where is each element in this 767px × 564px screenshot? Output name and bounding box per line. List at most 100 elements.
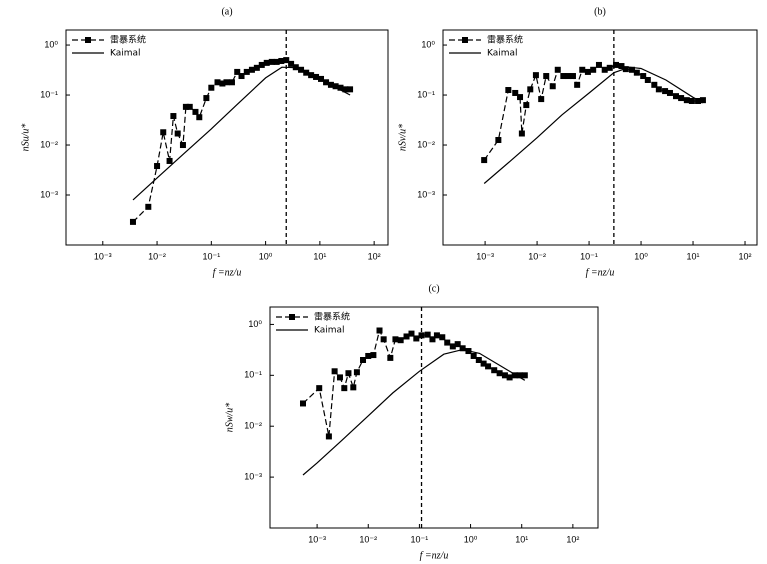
data-point xyxy=(341,385,348,392)
y-tick-label: 10⁻² xyxy=(244,421,262,431)
data-point xyxy=(288,60,295,67)
data-point xyxy=(495,137,502,144)
data-point xyxy=(283,57,290,64)
x-tick-label: 10² xyxy=(368,251,381,261)
data-point xyxy=(560,73,567,80)
data-point xyxy=(527,86,534,93)
y-tick-label: 10⁰ xyxy=(44,39,58,49)
data-point xyxy=(480,360,487,367)
data-point xyxy=(699,97,706,104)
data-point xyxy=(518,130,525,137)
data-point xyxy=(234,68,241,75)
data-point xyxy=(179,142,186,149)
data-point xyxy=(397,337,404,344)
data-point xyxy=(644,76,651,83)
legend-label: Kaimal xyxy=(314,326,345,336)
data-point xyxy=(248,66,255,73)
data-point xyxy=(633,69,640,76)
data-point xyxy=(186,103,193,110)
data-point xyxy=(485,363,492,370)
data-point xyxy=(403,333,410,340)
data-point xyxy=(532,72,539,79)
data-point xyxy=(258,61,265,68)
data-point xyxy=(347,86,354,93)
data-point xyxy=(332,83,339,90)
data-point xyxy=(516,372,523,379)
data-point xyxy=(629,66,636,73)
x-tick-label: 10⁰ xyxy=(259,251,273,261)
data-point xyxy=(303,69,310,76)
data-point xyxy=(565,73,572,80)
data-point xyxy=(454,341,461,348)
data-point xyxy=(433,332,440,339)
y-axis-label: nSv/u* xyxy=(397,124,408,151)
y-tick-label: 10⁰ xyxy=(248,319,262,329)
data-point xyxy=(387,354,394,361)
data-point xyxy=(662,88,669,95)
x-tick-label: 10⁻² xyxy=(528,251,546,261)
data-point xyxy=(145,203,152,210)
data-point xyxy=(554,66,561,73)
data-point xyxy=(413,335,420,342)
data-point xyxy=(278,57,285,64)
chart-title: (c) xyxy=(428,283,439,294)
data-point xyxy=(655,86,662,93)
data-point xyxy=(380,336,387,343)
x-tick-label: 10⁻¹ xyxy=(580,251,598,261)
x-tick-label: 10⁻² xyxy=(148,251,166,261)
data-point xyxy=(640,73,647,80)
data-point xyxy=(543,73,550,80)
y-tick-label: 10⁰ xyxy=(421,39,435,49)
data-point xyxy=(496,370,503,377)
data-point xyxy=(376,327,383,334)
data-point xyxy=(408,330,415,337)
y-tick-label: 10⁻² xyxy=(417,139,435,149)
data-point xyxy=(678,95,685,102)
legend-label: Kaimal xyxy=(487,49,518,59)
data-point xyxy=(370,352,377,359)
x-tick-label: 10¹ xyxy=(515,534,528,544)
legend-marker xyxy=(85,37,91,43)
x-tick-label: 10⁻² xyxy=(359,534,377,544)
x-tick-label: 10² xyxy=(566,534,579,544)
data-point xyxy=(424,331,431,338)
data-point xyxy=(203,95,210,102)
data-point xyxy=(299,400,306,407)
data-point xyxy=(590,66,597,73)
data-point xyxy=(273,58,280,65)
data-point xyxy=(506,374,513,381)
data-point xyxy=(688,97,695,104)
data-point xyxy=(523,102,530,109)
data-point xyxy=(263,59,270,66)
data-point xyxy=(342,86,349,93)
data-point xyxy=(365,352,372,359)
x-tick-label: 10⁰ xyxy=(464,534,478,544)
legend-marker xyxy=(289,314,295,320)
data-point xyxy=(444,339,451,346)
data-point xyxy=(512,89,519,96)
data-point xyxy=(337,84,344,91)
chart-title: (a) xyxy=(221,6,232,17)
legend-marker xyxy=(462,37,468,43)
data-point xyxy=(316,385,323,392)
data-point xyxy=(325,433,332,440)
y-tick-label: 10⁻¹ xyxy=(244,370,262,380)
data-point xyxy=(192,108,199,115)
x-axis-label: f =nz/u xyxy=(213,267,242,278)
plot-frame xyxy=(65,29,389,246)
plot-frame xyxy=(442,29,758,246)
x-tick-label: 10⁰ xyxy=(634,251,648,261)
data-point xyxy=(308,72,315,79)
x-tick-label: 10⁻¹ xyxy=(411,534,429,544)
data-point xyxy=(481,157,488,164)
data-point xyxy=(511,372,518,379)
data-point xyxy=(219,80,226,87)
data-point xyxy=(595,61,602,68)
y-tick-label: 10⁻¹ xyxy=(417,89,435,99)
data-point xyxy=(505,87,512,94)
legend-label: Kaimal xyxy=(110,49,141,59)
data-point xyxy=(459,345,466,352)
data-point xyxy=(392,336,399,343)
data-point xyxy=(549,83,556,90)
